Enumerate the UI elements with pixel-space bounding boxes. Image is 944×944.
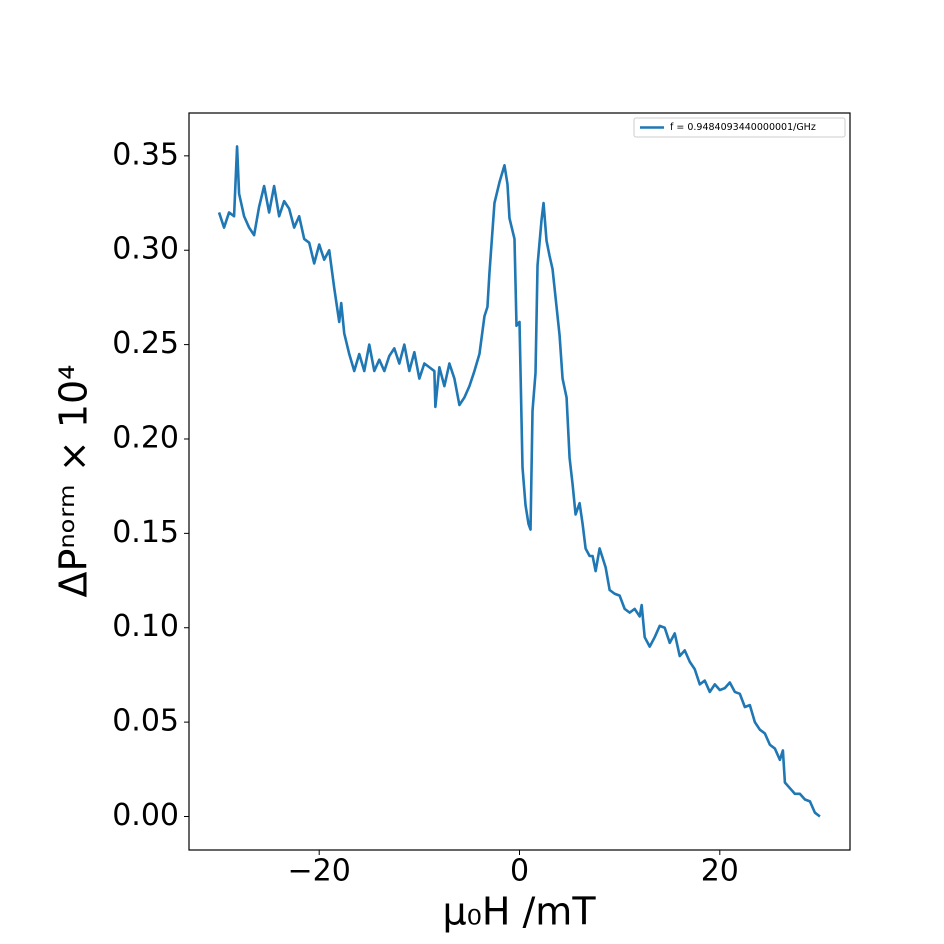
y-tick-label: 0.20 xyxy=(112,420,179,455)
y-tick-label: 0.35 xyxy=(112,137,179,172)
legend-label: f = 0.9484093440000001/GHz xyxy=(670,122,816,133)
data-line xyxy=(217,145,821,818)
y-tick-label: 0.15 xyxy=(112,515,179,550)
x-tick-label: 0 xyxy=(510,854,529,889)
y-tick-label: 0.25 xyxy=(112,326,179,361)
y-tick-label: 0.05 xyxy=(112,704,179,739)
legend-box xyxy=(633,117,846,138)
x-axis-label: μ₀H /mT xyxy=(442,890,596,934)
x-tick-label: −20 xyxy=(288,854,351,889)
y-tick-label: 0.10 xyxy=(112,609,179,644)
x-tick-label: 20 xyxy=(701,854,739,889)
y-axis-label: ΔPⁿᵒʳᵐ × 10⁴ xyxy=(52,365,96,598)
plot-frame xyxy=(188,112,851,851)
y-tick-label: 0.30 xyxy=(112,232,179,267)
y-tick-label: 0.00 xyxy=(112,798,179,833)
